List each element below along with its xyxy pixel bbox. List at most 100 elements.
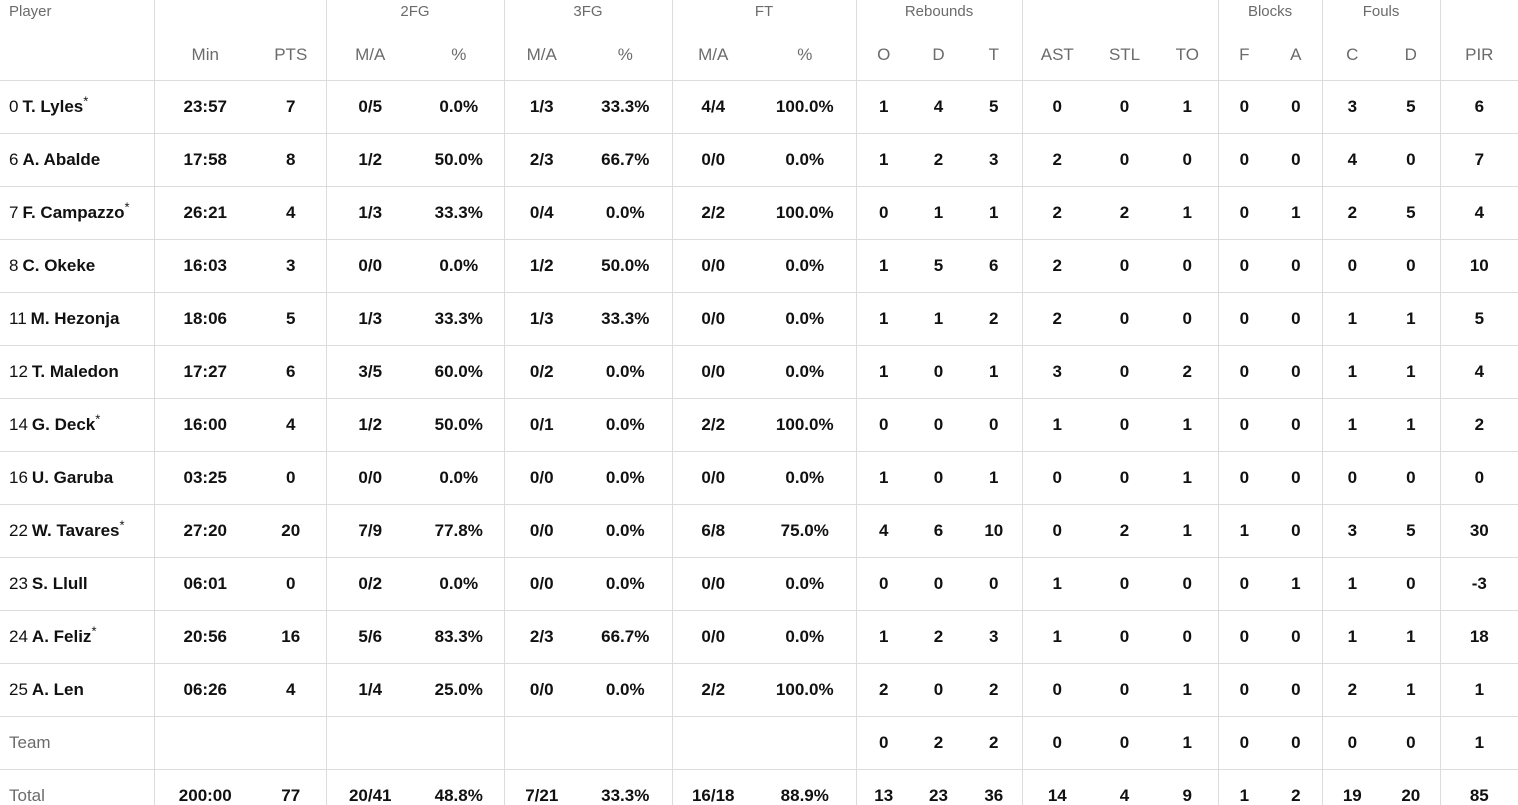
cell-to: 1 — [1157, 80, 1219, 134]
player-name-link[interactable]: M. Hezonja — [30, 309, 120, 328]
cell-blk-f: 0 — [1217, 398, 1271, 452]
cell-ft-pct: 100.0% — [754, 186, 857, 240]
cell-foul-d: 0 — [1382, 716, 1441, 770]
cell-to: 0 — [1157, 292, 1219, 346]
col-header-2fg-ma[interactable]: M/A — [325, 29, 414, 81]
cell-foul-c: 4 — [1321, 133, 1383, 187]
player-name-link[interactable]: S. Llull — [31, 574, 88, 593]
col-header-3fg-pct[interactable]: % — [579, 29, 672, 81]
col-header-blk-a[interactable]: A — [1270, 29, 1323, 81]
group-header-ft: FT — [671, 0, 857, 29]
cell-reb-d: 23 — [911, 769, 967, 805]
col-header-min[interactable]: Min — [153, 29, 256, 81]
player-number: 6 — [9, 150, 19, 169]
col-header-foul-d[interactable]: D — [1382, 29, 1441, 81]
cell-fg2-ma: 5/6 — [325, 610, 414, 664]
cell-pts: 16 — [256, 610, 326, 664]
cell-foul-d: 1 — [1382, 663, 1441, 717]
cell-reb-o: 0 — [855, 716, 912, 770]
cell-fg3-pct: 66.7% — [579, 133, 672, 187]
col-header-foul-c[interactable]: C — [1321, 29, 1383, 81]
player-number: 23 — [9, 574, 28, 593]
col-header-reb-d[interactable]: D — [911, 29, 967, 81]
player-name-link[interactable]: T. Maledon — [31, 362, 119, 381]
col-header-reb-o[interactable]: O — [855, 29, 912, 81]
col-header-ft-pct[interactable]: % — [754, 29, 857, 81]
cell-blk-a: 0 — [1270, 239, 1323, 293]
cell-stl: 0 — [1092, 133, 1158, 187]
cell-ast: 2 — [1021, 239, 1093, 293]
col-header-stl[interactable]: STL — [1092, 29, 1158, 81]
cell-fg2-ma — [325, 716, 414, 770]
col-header-3fg-ma[interactable]: M/A — [503, 29, 579, 81]
cell-fg2-pct: 33.3% — [414, 292, 504, 346]
cell-fg3-pct: 33.3% — [579, 80, 672, 134]
cell-fg2-ma: 1/2 — [325, 133, 414, 187]
cell-reb-t: 3 — [966, 133, 1023, 187]
cell-stl: 0 — [1092, 716, 1158, 770]
col-header-reb-t[interactable]: T — [966, 29, 1023, 81]
cell-foul-d: 5 — [1382, 186, 1441, 240]
table-row: 23 S. Llull 06:01 0 0/2 0.0% 0/0 0.0% 0/0 0.0% 0 0 0… — [0, 557, 1518, 611]
cell-reb-d: 6 — [911, 504, 967, 558]
player-number: 11 — [9, 309, 27, 328]
table-row: 22 W. Tavares* 27:20 20 7/9 77.8% 0/0 0.0% 6/8 75… — [0, 504, 1518, 558]
cell-pir: 6 — [1439, 80, 1518, 134]
starter-marker: * — [124, 199, 130, 215]
col-header-pir[interactable]: PIR — [1439, 29, 1518, 81]
cell-fg2-pct: 0.0% — [414, 239, 504, 293]
cell-ast: 14 — [1021, 769, 1093, 805]
table-row: 11 M. Hezonja 18:06 5 1/3 33.3% 1/3 33.3% 0/0 0.0… — [0, 292, 1518, 346]
cell-ast: 2 — [1021, 186, 1093, 240]
cell-min: 26:21 — [153, 186, 256, 240]
cell-fg3-pct: 50.0% — [579, 239, 672, 293]
player-name-link[interactable]: G. Deck — [31, 415, 96, 434]
player-name-link[interactable]: W. Tavares — [31, 521, 120, 540]
col-header-ft-ma[interactable]: M/A — [671, 29, 754, 81]
cell-fg2-pct: 25.0% — [414, 663, 504, 717]
player-name-link[interactable]: A. Feliz — [31, 627, 92, 646]
player-name-link[interactable]: A. Abalde — [22, 150, 101, 169]
player-name-link[interactable]: T. Lyles — [22, 97, 84, 116]
player-name-link[interactable]: F. Campazzo — [22, 203, 125, 222]
col-header-to[interactable]: TO — [1157, 29, 1219, 81]
cell-pts: 0 — [256, 451, 326, 505]
col-header-player[interactable]: Player — [0, 0, 154, 81]
col-header-2fg-pct[interactable]: % — [414, 29, 504, 81]
cell-foul-c: 3 — [1321, 80, 1383, 134]
cell-stl: 0 — [1092, 292, 1158, 346]
cell-reb-t: 1 — [966, 186, 1023, 240]
cell-reb-d: 4 — [911, 80, 967, 134]
cell-fg2-ma: 0/0 — [325, 451, 414, 505]
cell-ft-ma — [671, 716, 754, 770]
cell-reb-t: 3 — [966, 610, 1023, 664]
player-name-link[interactable]: C. Okeke — [22, 256, 96, 275]
cell-ft-pct: 100.0% — [754, 398, 857, 452]
cell-reb-d: 2 — [911, 133, 967, 187]
col-header-pts[interactable]: PTS — [256, 29, 326, 81]
col-header-blk-f[interactable]: F — [1217, 29, 1271, 81]
cell-fg2-ma: 1/3 — [325, 186, 414, 240]
cell-pir: 85 — [1439, 769, 1518, 805]
cell-reb-d: 0 — [911, 345, 967, 399]
player-name-link[interactable]: A. Len — [31, 680, 84, 699]
table-header: Player 2FG 3FG FT Rebounds Blocks Fouls … — [0, 0, 1518, 81]
cell-reb-t: 6 — [966, 239, 1023, 293]
player-name-link[interactable]: U. Garuba — [31, 468, 114, 487]
cell-stl: 0 — [1092, 398, 1158, 452]
cell-player: 25 A. Len — [0, 663, 154, 717]
cell-ft-ma: 0/0 — [671, 133, 754, 187]
cell-foul-c: 19 — [1321, 769, 1383, 805]
cell-blk-f: 0 — [1217, 716, 1271, 770]
table-row: 7 F. Campazzo* 26:21 4 1/3 33.3% 0/4 0.0% 2/2 100… — [0, 186, 1518, 240]
cell-reb-o: 1 — [855, 239, 912, 293]
table-row: 24 A. Feliz* 20:56 16 5/6 83.3% 2/3 66.7% 0/0 0.0… — [0, 610, 1518, 664]
cell-ft-pct: 0.0% — [754, 345, 857, 399]
cell-ft-pct: 88.9% — [754, 769, 857, 805]
col-header-ast[interactable]: AST — [1021, 29, 1093, 81]
cell-ast: 3 — [1021, 345, 1093, 399]
cell-foul-c: 3 — [1321, 504, 1383, 558]
cell-blk-a: 0 — [1270, 610, 1323, 664]
cell-foul-d: 5 — [1382, 504, 1441, 558]
